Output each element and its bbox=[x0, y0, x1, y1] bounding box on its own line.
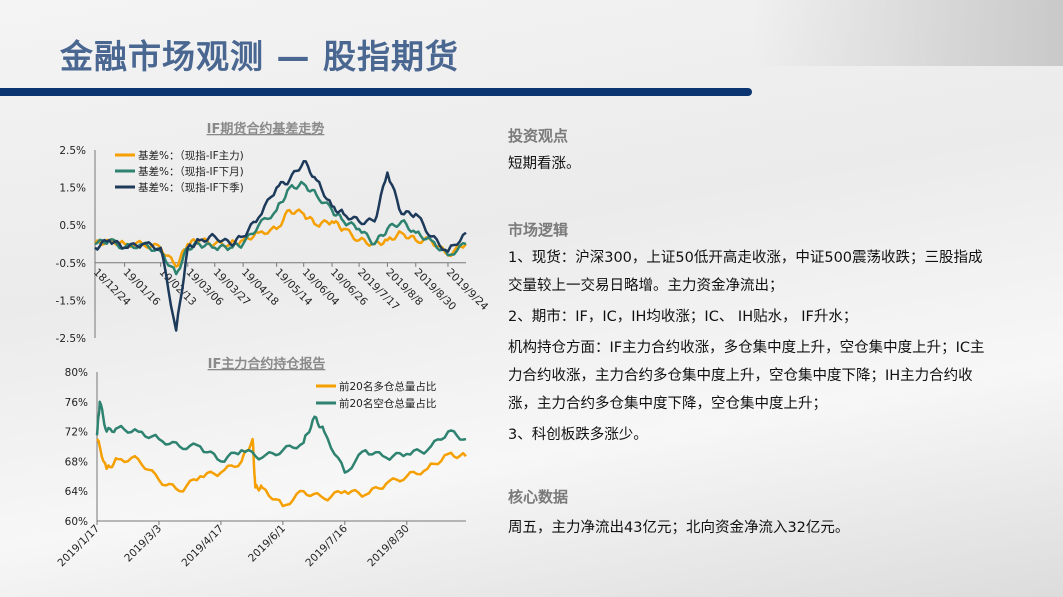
y-tick-label: 72% bbox=[65, 427, 88, 439]
x-tick-label: 2019/3/3 bbox=[122, 523, 164, 565]
y-tick-label: 60% bbox=[65, 516, 88, 528]
legend-label: 前20名多仓总量占比 bbox=[339, 380, 436, 393]
title-underline bbox=[0, 88, 752, 96]
chart-title: IF期货合约基差走势 bbox=[207, 121, 325, 137]
x-tick-label: 2019/4/17 bbox=[179, 523, 226, 570]
y-tick-label: 76% bbox=[65, 397, 88, 409]
y-tick-label: -1.5% bbox=[56, 295, 86, 307]
logic-item: 1、现货：沪深300，上证50低开高走收涨，中证500震荡收跌；三股指成交量较上… bbox=[508, 250, 983, 294]
legend-label: 基差%：（现指-IF下季) bbox=[138, 181, 244, 194]
series-line bbox=[95, 400, 467, 474]
page-title: 金融市场观测 — 股指期货 bbox=[60, 37, 459, 76]
chart-title: IF主力合约持仓报告 bbox=[208, 356, 326, 372]
series-line bbox=[93, 208, 467, 268]
position-chart: IF主力合约持仓报告 80% 76% 72% 68% 64% 60%2019/1/17 201… bbox=[56, 356, 467, 570]
logic-item: 机构持仓方面：IF主力合约收涨，多仓集中度上升，空仓集中度上升；IC主力合约收涨… bbox=[508, 340, 985, 412]
x-tick-label: 2019/6/1 bbox=[246, 523, 288, 565]
legend-label: 基差%：（现指-IF主力) bbox=[138, 149, 244, 162]
y-tick-label: 1.5% bbox=[59, 183, 86, 195]
series-line bbox=[96, 437, 467, 508]
logic-item: 2、期市：IF，IC，IH均收涨；IC、 IH贴水， IF升水； bbox=[508, 309, 858, 325]
view-text: 短期看涨。 bbox=[508, 156, 581, 172]
x-tick-label: 2019/1/17 bbox=[56, 523, 103, 570]
logic-item: 3、科创板跌多涨少。 bbox=[508, 427, 648, 443]
series-line bbox=[94, 180, 467, 276]
x-tick-label: 2019/8/30 bbox=[365, 523, 412, 570]
y-tick-label: -2.5% bbox=[56, 333, 86, 345]
y-tick-label: 0.5% bbox=[59, 220, 86, 232]
y-tick-label: 64% bbox=[65, 486, 88, 498]
y-tick-label: 2.5% bbox=[59, 145, 86, 157]
data-heading: 核心数据 bbox=[508, 488, 569, 506]
commentary-panel: 投资观点 短期看涨。 市场逻辑 1、现货：沪深300，上证50低开高走收涨，中证… bbox=[508, 122, 988, 542]
series-line bbox=[94, 160, 467, 332]
y-tick-label: 80% bbox=[65, 367, 88, 379]
basis-chart: IF期货合约基差走势2.5%1.5%0.5%-0.5%-1.5%-2.5%18/… bbox=[56, 121, 491, 345]
legend-label: 前20名空仓总量占比 bbox=[339, 397, 436, 410]
view-heading: 投资观点 bbox=[508, 127, 569, 145]
y-tick-label: 68% bbox=[65, 456, 88, 468]
header-decoration bbox=[752, 0, 1063, 66]
logic-heading: 市场逻辑 bbox=[508, 221, 569, 239]
y-tick-label: -0.5% bbox=[56, 258, 86, 270]
x-tick-label: 2019/7/16 bbox=[303, 522, 350, 569]
data-text: 周五，主力净流出43亿元；北向资金净流入32亿元。 bbox=[508, 520, 850, 536]
legend-label: 基差%：（现指-IF下月) bbox=[138, 165, 244, 178]
